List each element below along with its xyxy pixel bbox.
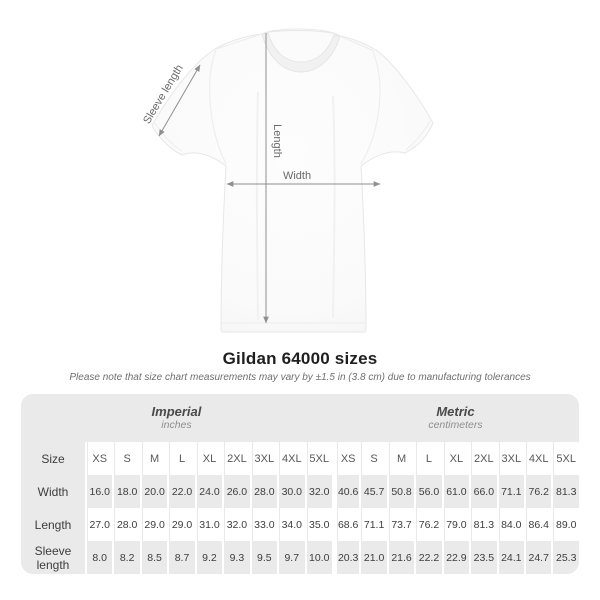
value-cell: 45.7	[359, 475, 387, 508]
value-cell: 32.0	[304, 475, 332, 508]
unit-header-row: Imperial inches Metric centimeters	[21, 394, 579, 442]
size-col-header: 2XL	[469, 442, 497, 475]
row-label: Length	[21, 508, 85, 541]
length-label: Length	[271, 124, 283, 158]
value-cell: 84.0	[496, 508, 524, 541]
size-col-header: M	[139, 442, 168, 475]
value-cell: 8.5	[139, 541, 168, 574]
sleeve-length-arrow	[158, 64, 201, 137]
table-row-sleeve-length: Sleeve length 8.0 8.2 8.5 8.7 9.2 9.3 9.…	[21, 541, 579, 574]
value-cell: 22.2	[414, 541, 442, 574]
value-cell: 73.7	[386, 508, 415, 541]
value-cell: 27.0	[85, 508, 113, 541]
size-col-header: XS	[85, 442, 113, 475]
tshirt-measurement-diagram: Length Width Sleeve length	[141, 28, 434, 333]
value-cell: 28.0	[249, 475, 278, 508]
value-cell: 32.0	[222, 508, 250, 541]
size-col-header: 2XL	[222, 442, 250, 475]
size-col-header: 3XL	[249, 442, 278, 475]
value-cell: 29.0	[139, 508, 168, 541]
value-cell: 20.3	[331, 541, 360, 574]
size-col-header: 5XL	[551, 442, 579, 475]
size-col-header: L	[414, 442, 442, 475]
unit-header-imperial: Imperial inches	[21, 394, 332, 442]
metric-sublabel: centimeters	[428, 419, 483, 431]
value-cell: 22.0	[167, 475, 195, 508]
value-cell: 9.2	[194, 541, 223, 574]
size-col-header: 3XL	[496, 442, 524, 475]
imperial-sublabel: inches	[161, 419, 192, 431]
value-cell: 24.1	[496, 541, 524, 574]
value-cell: 76.2	[524, 475, 552, 508]
value-cell: 18.0	[112, 475, 140, 508]
collar	[261, 32, 341, 73]
value-cell: 79.0	[441, 508, 470, 541]
value-cell: 8.7	[167, 541, 195, 574]
table-row-width: Width 16.0 18.0 20.0 22.0 24.0 26.0 28.0…	[21, 475, 579, 508]
value-cell: 20.0	[139, 475, 168, 508]
unit-header-metric: Metric centimeters	[331, 394, 579, 442]
value-cell: 24.7	[524, 541, 552, 574]
value-cell: 9.7	[277, 541, 305, 574]
value-cell: 25.3	[551, 541, 579, 574]
size-col-header: S	[112, 442, 140, 475]
value-cell: 26.0	[222, 475, 250, 508]
value-cell: 61.0	[441, 475, 470, 508]
value-cell: 34.0	[277, 508, 305, 541]
value-cell: 66.0	[469, 475, 497, 508]
size-col-header: 5XL	[304, 442, 332, 475]
size-col-header: S	[359, 442, 387, 475]
size-col-header: 4XL	[524, 442, 552, 475]
value-cell: 16.0	[85, 475, 113, 508]
tshirt-image: Length Width Sleeve length	[141, 28, 434, 333]
value-cell: 21.6	[386, 541, 415, 574]
value-cell: 23.5	[469, 541, 497, 574]
imperial-label: Imperial	[151, 404, 202, 419]
size-col-header: XS	[331, 442, 360, 475]
value-cell: 71.1	[496, 475, 524, 508]
width-label: Width	[283, 170, 311, 182]
value-cell: 24.0	[194, 475, 223, 508]
size-chart-table: Imperial inches Metric centimeters Size …	[21, 394, 579, 574]
value-cell: 10.0	[304, 541, 332, 574]
value-cell: 9.3	[222, 541, 250, 574]
value-cell: 40.6	[331, 475, 360, 508]
value-cell: 33.0	[249, 508, 278, 541]
row-label: Sleeve length	[21, 541, 85, 574]
value-cell: 56.0	[414, 475, 442, 508]
value-cell: 89.0	[551, 508, 579, 541]
metric-label: Metric	[436, 404, 475, 419]
value-cell: 50.8	[386, 475, 415, 508]
size-corner-label: Size	[21, 442, 85, 475]
size-col-header: 4XL	[277, 442, 305, 475]
value-cell: 68.6	[331, 508, 360, 541]
value-cell: 81.3	[469, 508, 497, 541]
value-cell: 30.0	[277, 475, 305, 508]
value-cell: 35.0	[304, 508, 332, 541]
size-col-header: L	[167, 442, 195, 475]
size-chart: Imperial inches Metric centimeters Size …	[21, 394, 579, 574]
size-col-header: XL	[441, 442, 470, 475]
tolerance-note: Please note that size chart measurements…	[69, 372, 531, 383]
size-col-header: M	[386, 442, 415, 475]
value-cell: 21.0	[359, 541, 387, 574]
value-cell: 81.3	[551, 475, 579, 508]
value-cell: 76.2	[414, 508, 442, 541]
row-label: Width	[21, 475, 85, 508]
value-cell: 22.9	[441, 541, 470, 574]
size-header-row: Size XS S M L XL 2XL 3XL 4XL 5XL XS S M …	[21, 442, 579, 475]
value-cell: 8.2	[112, 541, 140, 574]
value-cell: 31.0	[194, 508, 223, 541]
table-row-length: Length 27.0 28.0 29.0 29.0 31.0 32.0 33.…	[21, 508, 579, 541]
value-cell: 9.5	[249, 541, 278, 574]
value-cell: 86.4	[524, 508, 552, 541]
value-cell: 71.1	[359, 508, 387, 541]
page-title: Gildan 64000 sizes	[222, 349, 378, 368]
size-col-header: XL	[194, 442, 223, 475]
value-cell: 28.0	[112, 508, 140, 541]
value-cell: 29.0	[167, 508, 195, 541]
value-cell: 8.0	[85, 541, 113, 574]
